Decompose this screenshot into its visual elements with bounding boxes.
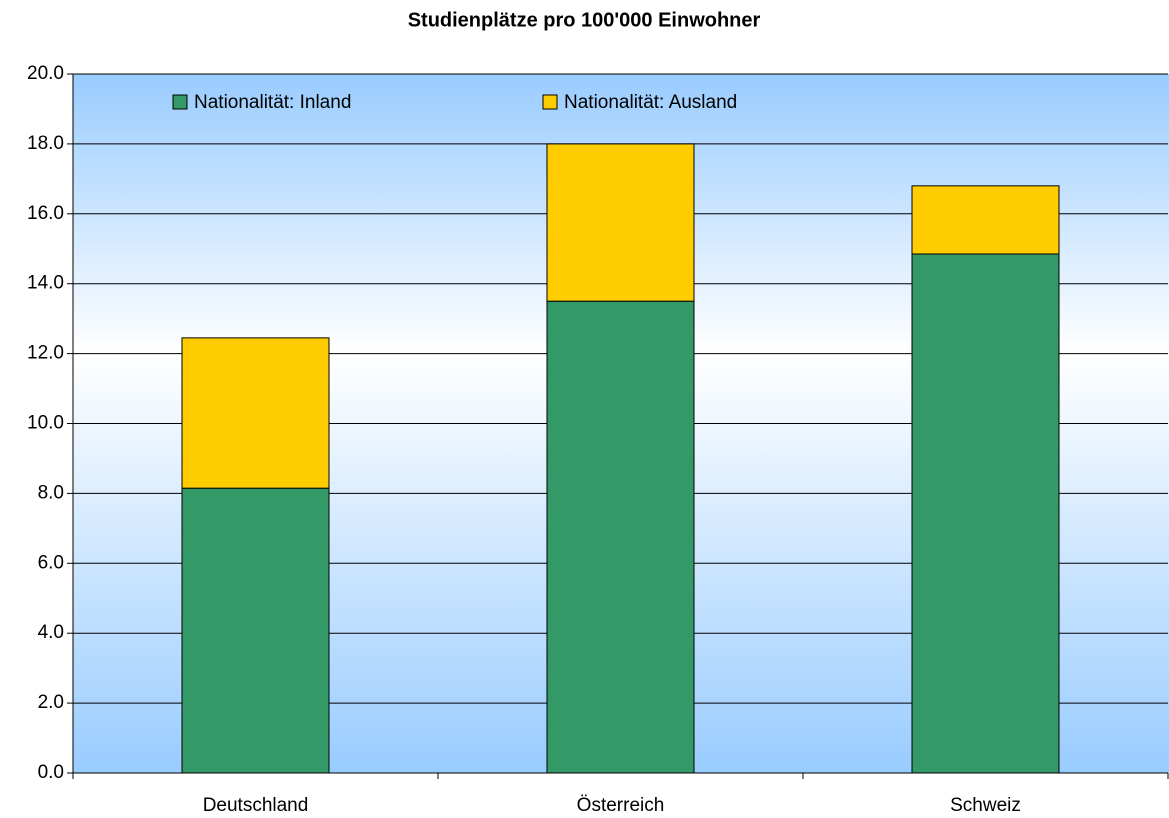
y-tick-label: 12.0 xyxy=(27,343,64,364)
bar-segment xyxy=(911,185,1060,255)
y-tick-label: 0.0 xyxy=(38,762,64,783)
y-tick-label: 8.0 xyxy=(38,482,64,503)
y-tick-label: 10.0 xyxy=(27,413,64,434)
x-tick-label: Deutschland xyxy=(203,795,309,816)
bar-segment xyxy=(181,487,330,774)
y-tick-label: 2.0 xyxy=(38,692,64,713)
legend-swatch xyxy=(172,94,188,110)
bar-segment xyxy=(181,337,330,489)
bar-segment xyxy=(911,253,1060,774)
x-tick-label: Schweiz xyxy=(950,795,1021,816)
y-tick-label: 4.0 xyxy=(38,622,64,643)
legend-swatch xyxy=(542,94,558,110)
y-tick-label: 18.0 xyxy=(27,133,64,154)
chart-title: Studienplätze pro 100'000 Einwohner xyxy=(408,9,761,31)
legend-label: Nationalität: Inland xyxy=(194,92,351,113)
y-tick-label: 6.0 xyxy=(38,552,64,573)
legend-label: Nationalität: Ausland xyxy=(564,92,737,113)
y-tick-label: 20.0 xyxy=(27,63,64,84)
bar-segment xyxy=(546,143,695,302)
bar-segment xyxy=(546,300,695,774)
x-tick-label: Österreich xyxy=(577,795,665,816)
y-tick-label: 14.0 xyxy=(27,273,64,294)
y-tick-label: 16.0 xyxy=(27,203,64,224)
